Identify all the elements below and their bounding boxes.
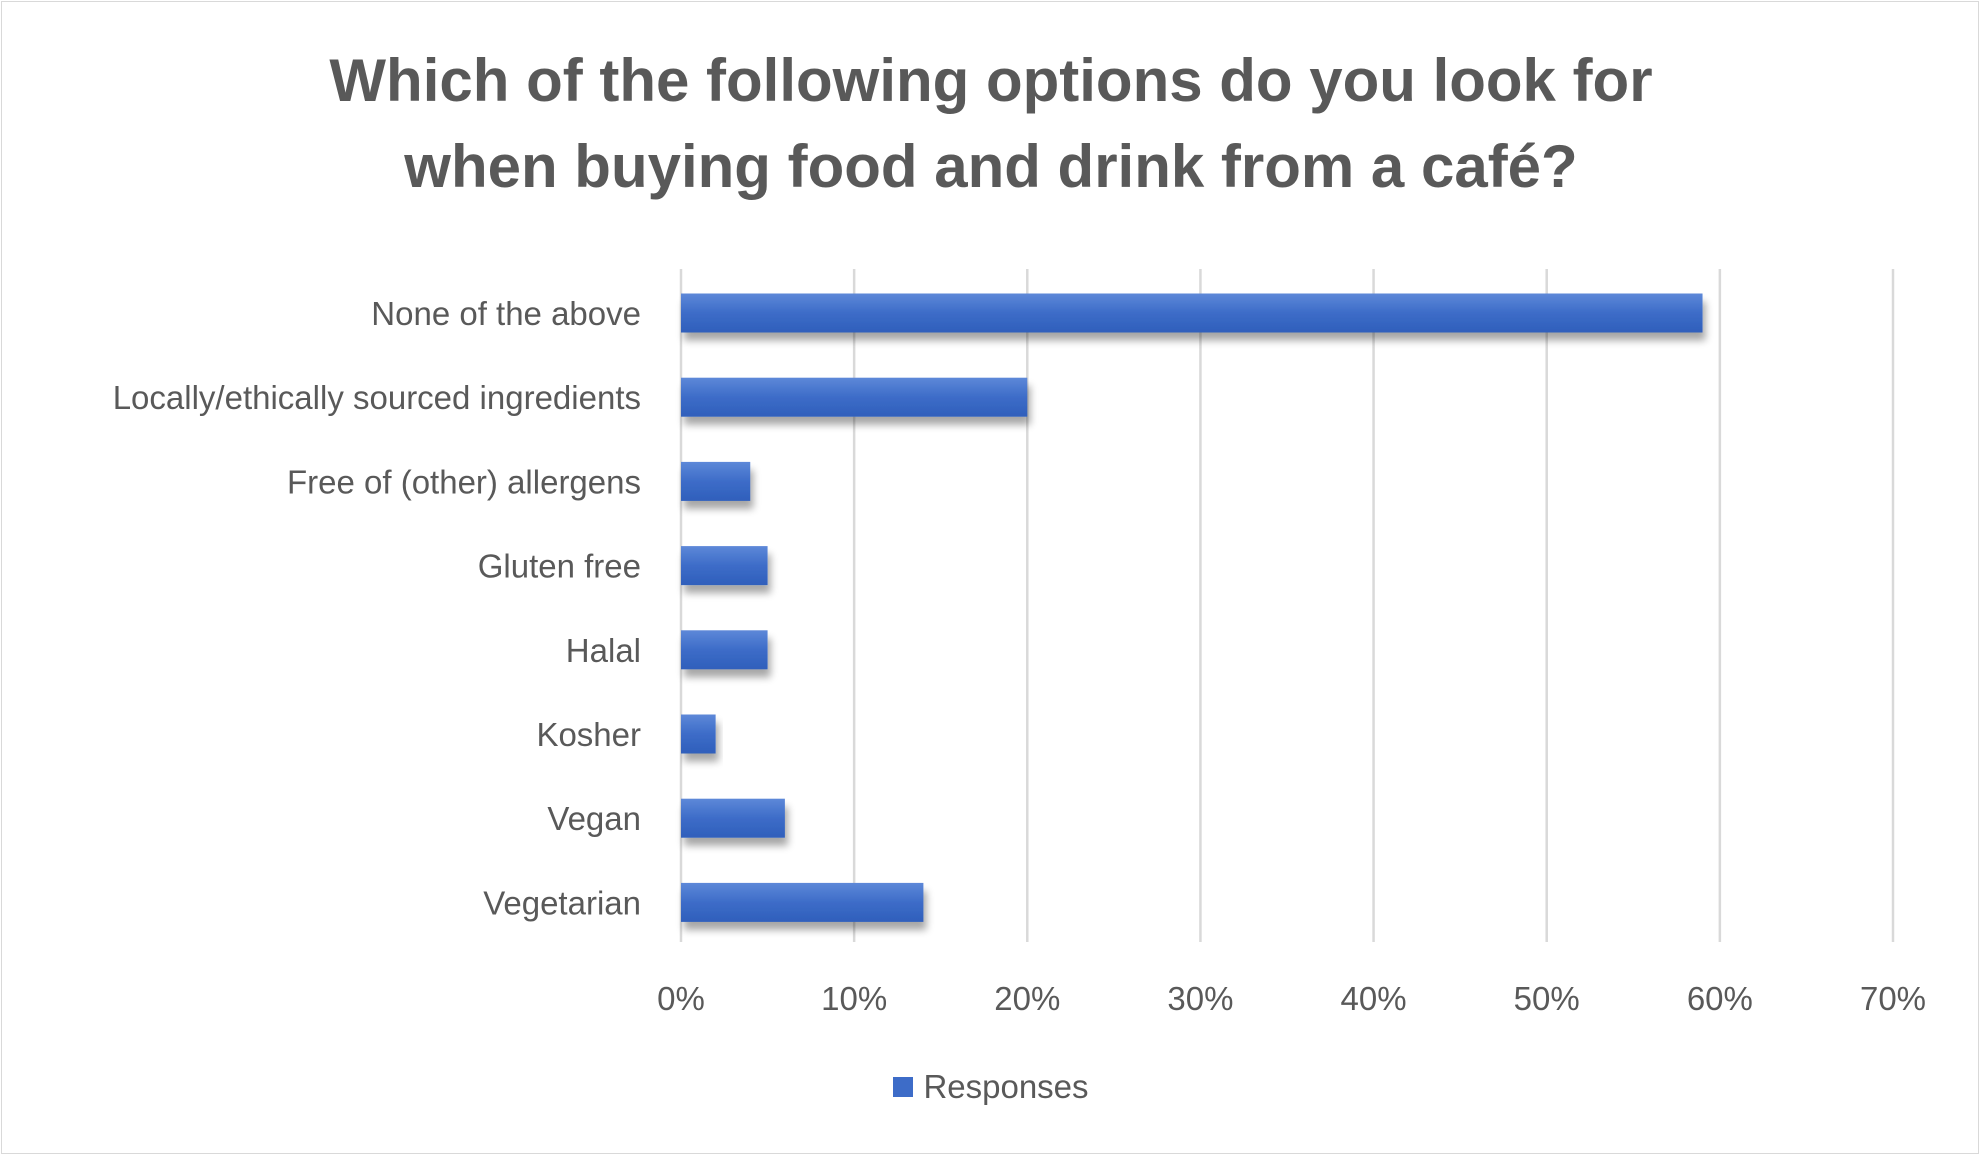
- category-label: Locally/ethically sourced ingredients: [113, 379, 641, 416]
- category-label: Vegetarian: [483, 884, 641, 921]
- category-label: Halal: [566, 632, 641, 669]
- category-label: Gluten free: [478, 548, 641, 585]
- chart-title-line-1: Which of the following options do you lo…: [329, 47, 1653, 114]
- bar: [681, 798, 785, 838]
- category-label: Free of (other) allergens: [287, 463, 641, 500]
- chart-title-line-2: when buying food and drink from a café?: [404, 133, 1578, 200]
- category-label: Vegan: [547, 800, 641, 837]
- bar: [681, 882, 924, 922]
- x-tick-label: 30%: [1167, 980, 1233, 1017]
- bar: [681, 546, 768, 586]
- x-tick-label: 50%: [1514, 980, 1580, 1017]
- bar: [681, 461, 751, 501]
- bar: [681, 377, 1028, 417]
- legend: Responses: [0, 1068, 1982, 1106]
- bar: [681, 714, 716, 754]
- x-tick-label: 70%: [1860, 980, 1926, 1017]
- x-tick-label: 0%: [657, 980, 705, 1017]
- legend-swatch: [893, 1077, 914, 1098]
- category-label: Kosher: [536, 716, 641, 753]
- bar: [681, 630, 768, 670]
- x-tick-label: 40%: [1341, 980, 1407, 1017]
- x-tick-label: 20%: [994, 980, 1060, 1017]
- x-tick-label: 60%: [1687, 980, 1753, 1017]
- chart-title: Which of the following options do you lo…: [0, 38, 1982, 210]
- bar: [681, 293, 1703, 333]
- category-label: None of the above: [371, 295, 641, 332]
- legend-label: Responses: [923, 1068, 1089, 1105]
- x-tick-label: 10%: [821, 980, 887, 1017]
